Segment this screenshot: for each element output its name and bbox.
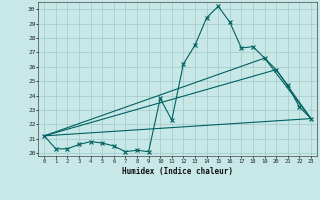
X-axis label: Humidex (Indice chaleur): Humidex (Indice chaleur) xyxy=(122,167,233,176)
